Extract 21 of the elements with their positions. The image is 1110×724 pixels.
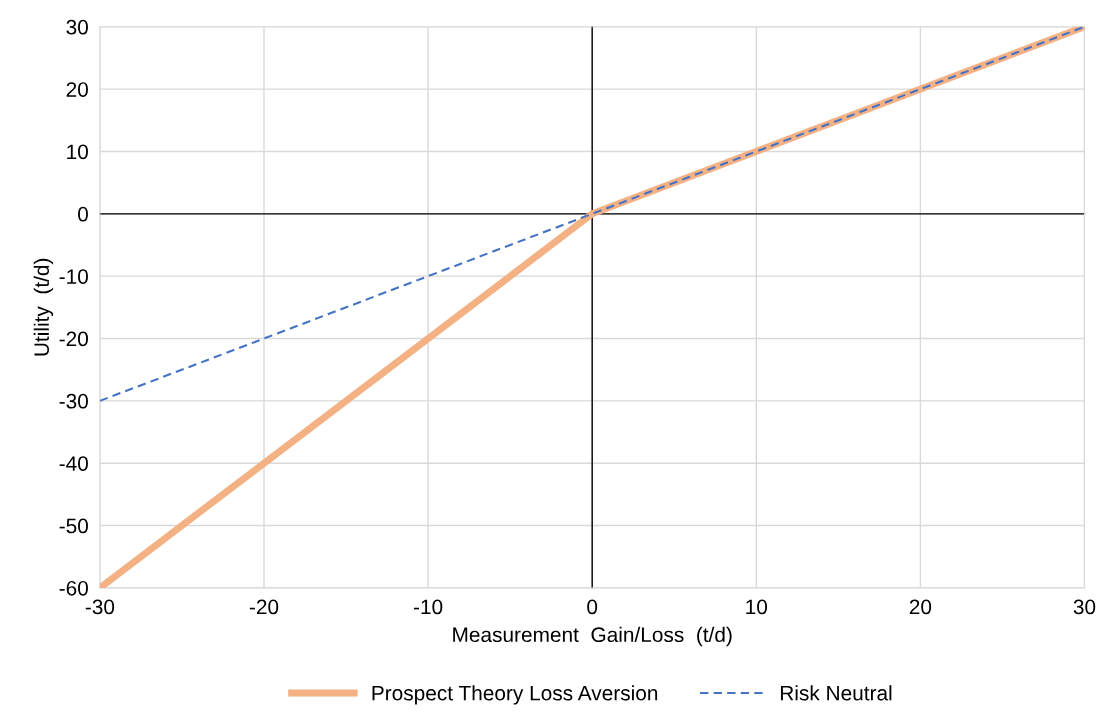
y-tick-label: 30 (66, 19, 88, 35)
x-tick-label: -30 (85, 599, 115, 615)
x-tick-label: -20 (249, 599, 279, 615)
y-tick-label: -20 (59, 331, 88, 347)
y-tick-label: 20 (66, 82, 88, 97)
y-tick-label: -60 (59, 580, 88, 596)
x-tick-label: -10 (413, 599, 443, 615)
x-tick-label: 20 (909, 599, 932, 615)
y-axis-title: Utility (t/d) (33, 258, 54, 356)
x-tick-label: 10 (746, 599, 768, 615)
y-tick-label: 10 (67, 144, 88, 160)
legend-label: Risk Neutral (780, 685, 892, 701)
y-tick-label: -50 (59, 518, 88, 534)
y-tick-label: -40 (59, 456, 88, 471)
x-axis-title: Measurement Gain/Loss (t/d) (453, 626, 732, 647)
x-tick-label: 0 (587, 599, 598, 615)
y-tick-label: -10 (59, 269, 88, 284)
y-tick-label: 0 (78, 206, 88, 222)
y-tick-label: -30 (59, 393, 88, 409)
x-tick-label: 30 (1073, 599, 1096, 615)
legend-label: Prospect Theory Loss Aversion (372, 685, 658, 705)
